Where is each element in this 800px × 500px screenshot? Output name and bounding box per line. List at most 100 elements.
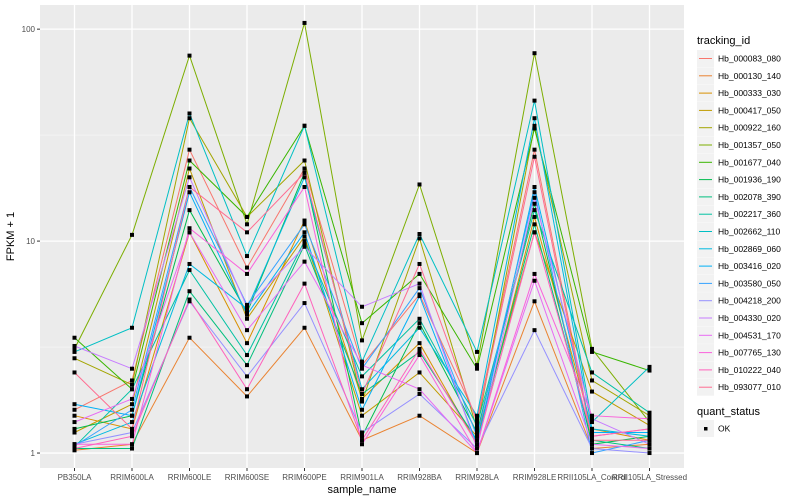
x-tick-label: RRIM901LA <box>340 473 384 482</box>
data-point <box>532 214 537 219</box>
data-point <box>130 396 134 401</box>
data-point <box>187 116 192 121</box>
legend-title-quant-status: quant_status <box>697 406 760 418</box>
data-point <box>475 426 479 431</box>
data-point <box>245 214 249 219</box>
legend-label: Hb_004531_170 <box>718 330 781 340</box>
x-tick-label: PB350LA <box>58 473 92 482</box>
data-point <box>245 374 249 379</box>
legend-label: Hb_002869_060 <box>718 244 781 254</box>
data-point <box>360 430 364 435</box>
data-point <box>475 413 479 418</box>
data-point <box>590 446 594 451</box>
data-point <box>532 195 537 200</box>
x-tick-label: RRIM600LE <box>168 473 212 482</box>
data-point <box>590 370 594 375</box>
data-point <box>187 297 192 302</box>
legend-label: Hb_000417_050 <box>718 105 781 115</box>
legend-label: Hb_010222_040 <box>718 365 781 375</box>
data-point <box>130 402 134 407</box>
data-point <box>475 423 479 428</box>
data-point <box>302 175 307 180</box>
data-point <box>187 184 192 189</box>
data-point <box>187 53 192 58</box>
data-point <box>647 446 652 451</box>
data-point <box>245 341 249 346</box>
data-point <box>532 51 537 56</box>
data-point <box>590 430 594 435</box>
data-point <box>475 363 479 368</box>
data-point <box>475 438 479 443</box>
data-point <box>590 438 594 443</box>
data-point <box>245 310 249 315</box>
data-point <box>360 442 364 447</box>
data-point <box>187 230 192 235</box>
legend-label: Hb_000333_030 <box>718 88 781 98</box>
y-tick-label: 10 <box>26 237 35 246</box>
data-point <box>360 366 364 371</box>
data-point <box>302 184 307 189</box>
legend-label: Hb_002217_360 <box>718 209 781 219</box>
legend-entry: Hb_003580_050 <box>697 274 781 292</box>
data-point <box>532 271 537 276</box>
data-point <box>360 304 364 309</box>
data-point <box>302 158 307 163</box>
legend-label: Hb_004330_020 <box>718 313 781 323</box>
data-point <box>302 166 307 171</box>
data-point <box>475 416 479 421</box>
legend-entry: Hb_007765_130 <box>697 344 781 362</box>
x-tick-label: RRIM928LA <box>455 473 499 482</box>
x-tick-label: RRIM600PE <box>282 473 326 482</box>
data-point <box>417 232 422 237</box>
data-point <box>302 325 307 330</box>
legend-entry: Hb_004218_200 <box>697 292 781 310</box>
data-point <box>130 413 134 418</box>
data-point <box>417 271 422 276</box>
legend-label: Hb_093077_010 <box>718 382 781 392</box>
data-point <box>187 268 192 273</box>
data-point <box>72 446 77 451</box>
y-tick-label: 1 <box>31 449 36 458</box>
data-point <box>590 451 594 456</box>
data-point <box>360 374 364 379</box>
data-point <box>590 420 594 425</box>
data-point <box>187 158 192 163</box>
data-point <box>245 254 249 259</box>
data-point <box>302 301 307 306</box>
data-point <box>360 359 364 364</box>
legend-entry: Hb_002217_360 <box>697 205 781 223</box>
data-point <box>417 413 422 418</box>
data-point <box>302 239 307 244</box>
data-point <box>475 451 479 456</box>
data-point <box>590 434 594 439</box>
x-tick-label: RRII105LA_Stressed <box>612 473 687 482</box>
data-point <box>360 391 364 396</box>
x-tick-label: RRIM600SE <box>225 473 269 482</box>
data-point <box>187 147 192 152</box>
x-axis-title: sample_name <box>327 484 396 496</box>
legend-entry: Hb_000922_160 <box>697 119 781 137</box>
data-point <box>130 378 134 383</box>
data-point <box>590 378 594 383</box>
data-point <box>72 442 77 447</box>
data-point <box>72 349 77 354</box>
data-point <box>417 341 422 346</box>
y-tick-label: 100 <box>22 25 36 34</box>
x-axis: PB350LA RRIM600LA RRIM600LE RRIM600SE RRIM60… <box>58 468 687 482</box>
data-point <box>590 416 594 421</box>
data-point <box>360 338 364 343</box>
legend-shape-entry: OK <box>697 420 731 437</box>
data-point <box>532 208 537 213</box>
data-point <box>187 208 192 213</box>
data-point <box>532 201 537 206</box>
data-point <box>647 426 652 431</box>
data-point <box>245 328 249 333</box>
legend-label: Hb_007765_130 <box>718 348 781 358</box>
data-point <box>417 236 422 241</box>
data-point <box>72 343 77 348</box>
legend-entry: Hb_002869_060 <box>697 240 781 258</box>
data-point <box>302 218 307 223</box>
legend-entry: Hb_001677_040 <box>697 153 781 171</box>
data-point <box>245 230 249 235</box>
